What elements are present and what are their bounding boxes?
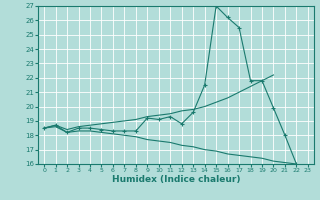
X-axis label: Humidex (Indice chaleur): Humidex (Indice chaleur) — [112, 175, 240, 184]
